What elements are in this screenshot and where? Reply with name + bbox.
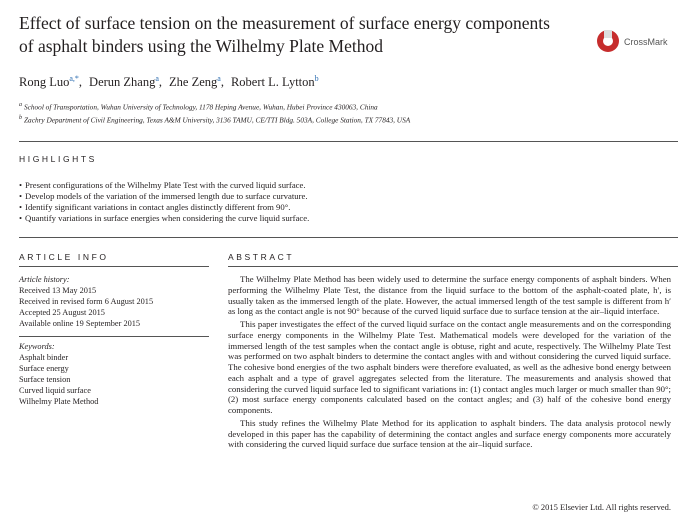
keyword: Wilhelmy Plate Method	[19, 397, 99, 406]
history-item: Accepted 25 August 2015	[19, 308, 105, 317]
affiliations: a School of Transportation, Wuhan Univers…	[19, 100, 410, 126]
paper-title: Effect of surface tension on the measure…	[19, 13, 550, 56]
authors: Rong Luoa,*, Derun Zhanga, Zhe Zenga, Rober…	[19, 74, 326, 90]
keyword: Surface energy	[19, 364, 69, 373]
author: Rong Luoa,*,	[19, 74, 83, 90]
highlight-item: Identify significant variations in conta…	[19, 202, 309, 213]
keyword: Asphalt binder	[19, 353, 69, 362]
highlight-item: Develop models of the variation of the i…	[19, 191, 309, 202]
author-name: Rong Luo	[19, 75, 70, 90]
section-heading: ABSTRACT	[228, 252, 295, 262]
author-sup: a,*	[69, 74, 79, 83]
rule	[19, 266, 209, 267]
abstract-paragraph: The Wilhelmy Plate Method has been widel…	[228, 274, 671, 317]
crossmark-logo: CrossMark	[597, 30, 668, 52]
author: Derun Zhanga,	[89, 74, 163, 90]
abstract-paragraph: This study refines the Wilhelmy Plate Me…	[228, 417, 671, 450]
affiliation-sup: a	[19, 102, 22, 108]
affiliation: a School of Transportation, Wuhan Univers…	[19, 100, 410, 113]
author-name: Derun Zhang	[89, 75, 156, 90]
keyword: Surface tension	[19, 375, 71, 384]
author-sup: a	[217, 74, 221, 83]
affiliation-sup: b	[19, 114, 22, 121]
keywords-label: Keywords:	[19, 342, 55, 351]
author-name: Robert L. Lytton	[230, 75, 315, 90]
author-sup: a	[155, 74, 159, 83]
history-item: Received 13 May 2015	[19, 286, 97, 295]
rule	[228, 266, 678, 267]
keyword: Curved liquid surface	[19, 386, 91, 395]
abstract: The Wilhelmy Plate Method has been widel…	[228, 274, 671, 452]
history-item: Received in revised form 6 August 2015	[19, 297, 154, 306]
history-item: Available online 19 September 2015	[19, 319, 141, 328]
affiliation-text: School of Transportation, Wuhan Universi…	[24, 102, 378, 112]
copyright: © 2015 Elsevier Ltd. All rights reserved…	[532, 502, 671, 512]
rule	[19, 336, 209, 337]
highlight-item: Present configurations of the Wilhelmy P…	[19, 180, 309, 191]
history-label: Article history:	[19, 275, 70, 284]
author: Zhe Zenga,	[169, 74, 224, 90]
author: Robert L. Lyttonb	[230, 74, 319, 90]
section-heading: ARTICLE INFO	[19, 252, 109, 262]
article-info: Article history: Received 13 May 2015 Rece…	[19, 274, 209, 407]
highlight-item: Quantify variations in surface energies …	[19, 213, 309, 224]
affiliation-text: Zachry Department of Civil Engineering, …	[24, 115, 411, 125]
highlights-list: Present configurations of the Wilhelmy P…	[19, 180, 309, 224]
rule	[19, 141, 678, 142]
affiliation: b Zachry Department of Civil Engineering,…	[19, 113, 410, 126]
section-heading: HIGHLIGHTS	[19, 154, 97, 164]
abstract-paragraph: This paper investigates the effect of th…	[228, 319, 671, 415]
author-sup: b	[314, 74, 319, 83]
author-name: Zhe Zeng	[169, 75, 218, 90]
rule	[19, 237, 678, 238]
crossmark-text: CrossMark	[624, 37, 668, 47]
